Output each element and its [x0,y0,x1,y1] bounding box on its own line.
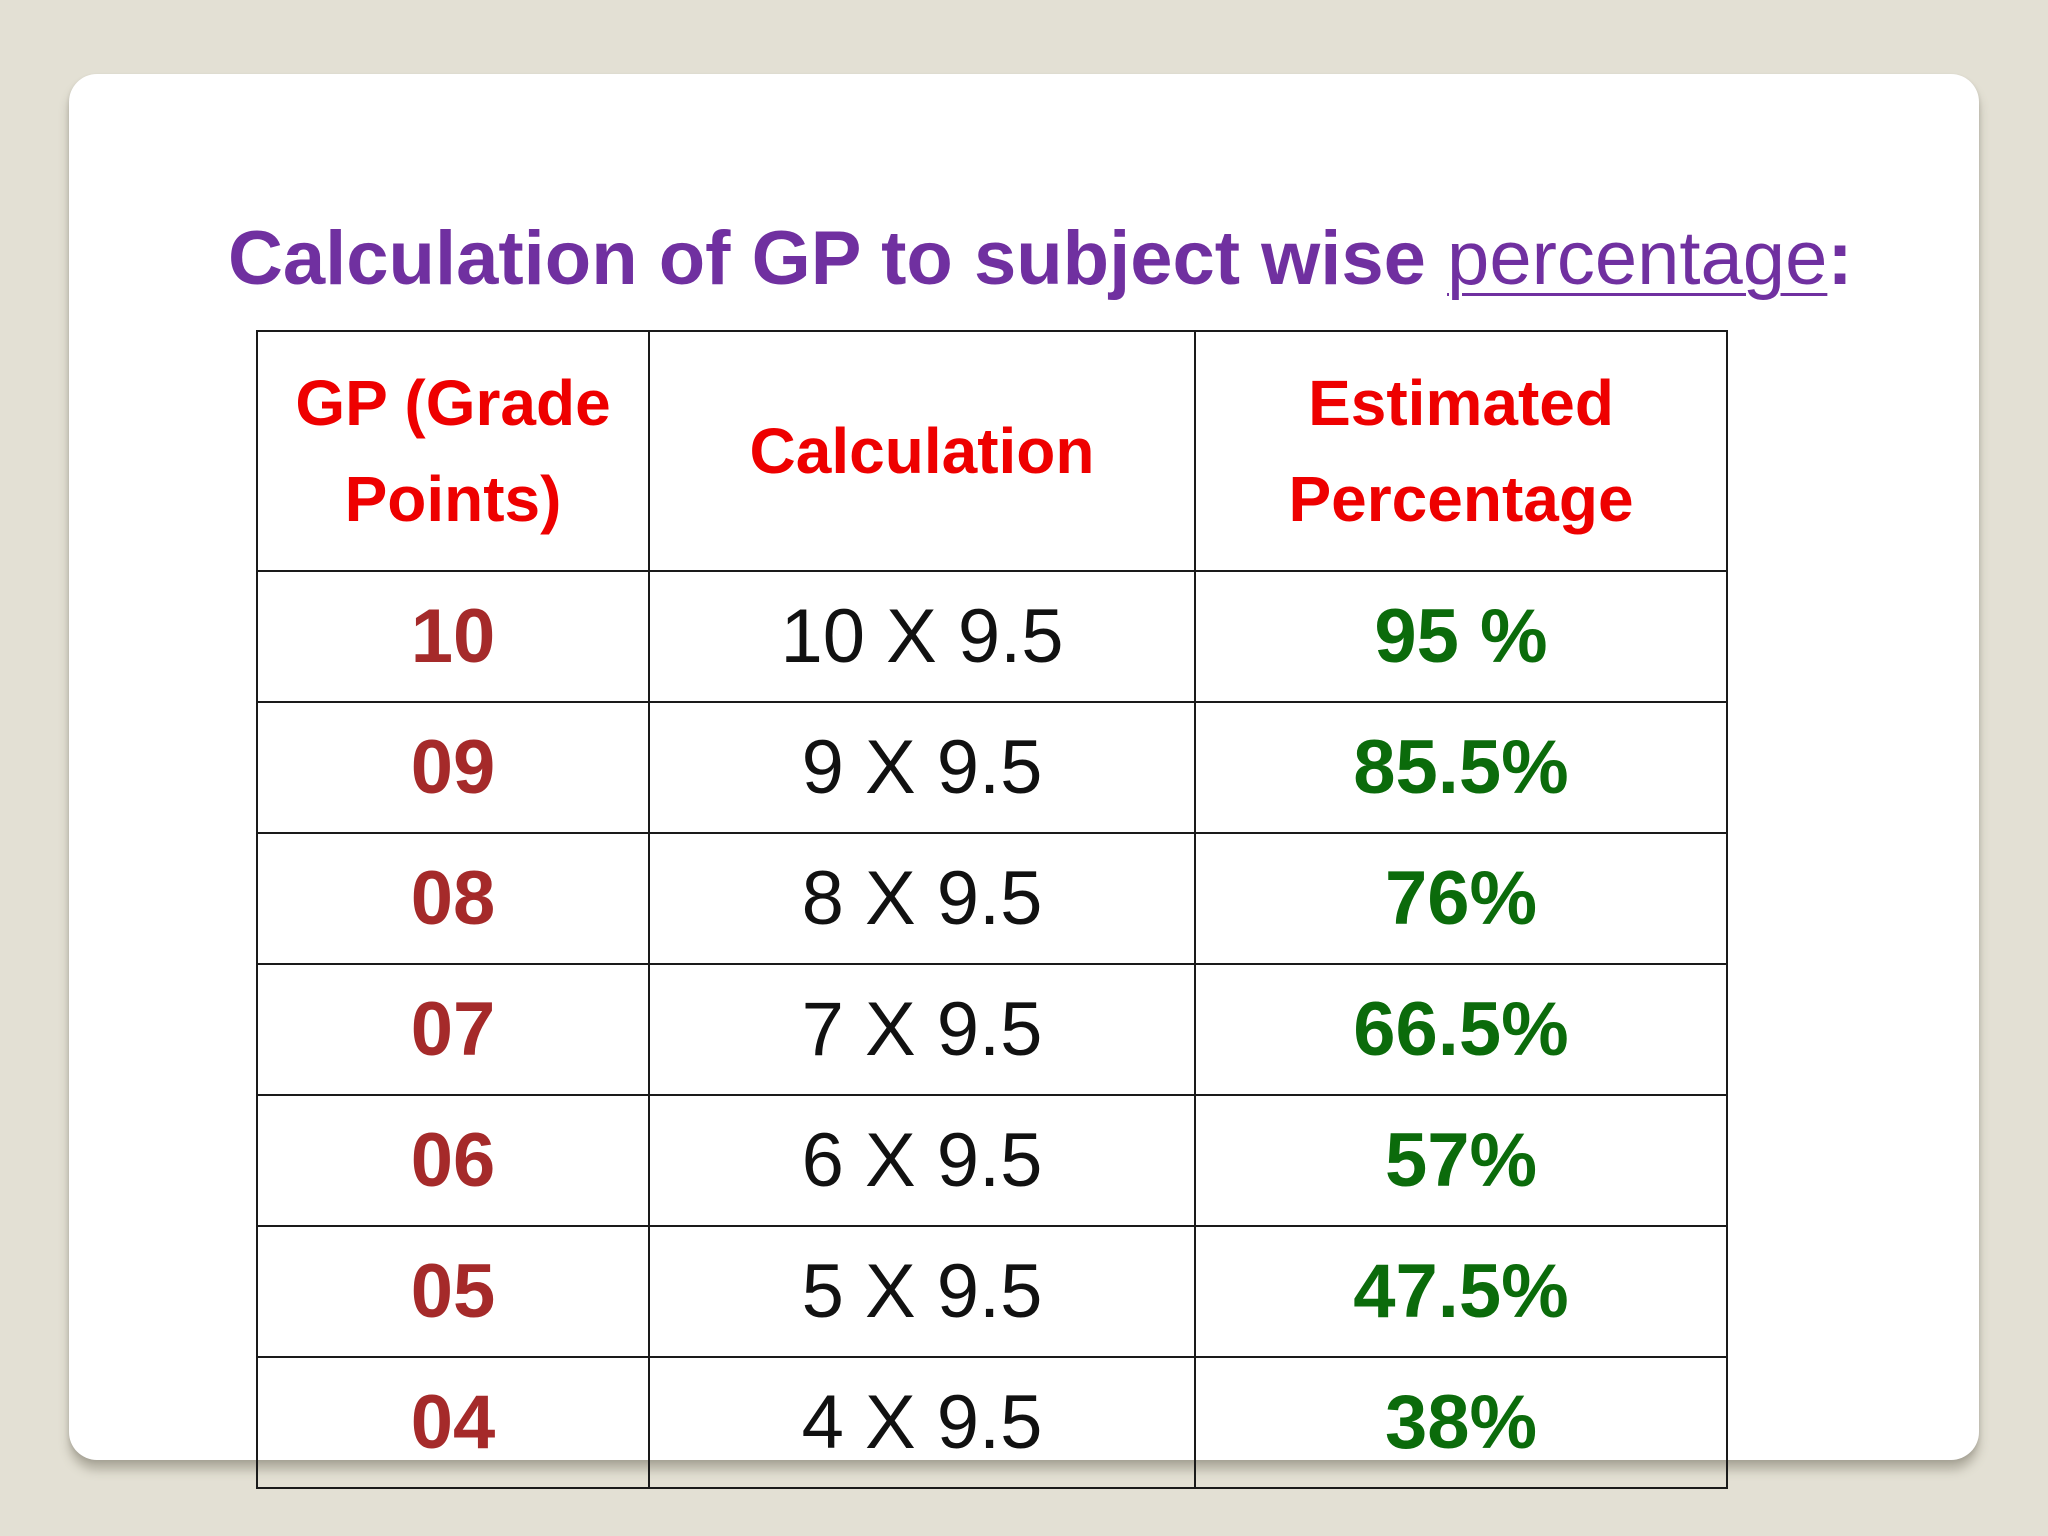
gp-value: 09 [256,701,650,834]
slide-title: Calculation of GP to subject wise percen… [228,214,1853,304]
percentage-value: 76% [1194,832,1728,965]
table-row: 06 6 X 9.5 57% [256,1094,1728,1227]
gp-value: 07 [256,963,650,1096]
calculation-value: 8 X 9.5 [648,832,1196,965]
gp-value: 06 [256,1094,650,1227]
table-row: 08 8 X 9.5 76% [256,832,1728,965]
table-row: 04 4 X 9.5 38% [256,1356,1728,1489]
percentage-value: 95 % [1194,570,1728,703]
title-colon: : [1827,216,1853,301]
title-link-percentage[interactable]: percentage [1447,216,1828,301]
title-text: Calculation of GP to subject wise [228,216,1448,301]
table-row: 07 7 X 9.5 66.5% [256,963,1728,1096]
gp-value: 05 [256,1225,650,1358]
calculation-value: 10 X 9.5 [648,570,1196,703]
table-row: 10 10 X 9.5 95 % [256,570,1728,703]
header-gp: GP (Grade Points) [256,330,650,572]
gp-value: 08 [256,832,650,965]
percentage-value: 85.5% [1194,701,1728,834]
percentage-value: 38% [1194,1356,1728,1489]
header-gp-line2: Points) [344,463,562,535]
table-row: 05 5 X 9.5 47.5% [256,1225,1728,1358]
gp-value: 04 [256,1356,650,1489]
calculation-value: 4 X 9.5 [648,1356,1196,1489]
table-header-row: GP (Grade Points) Calculation Estimated … [256,330,1728,572]
percentage-value: 57% [1194,1094,1728,1227]
slide-card: Calculation of GP to subject wise percen… [69,74,1979,1489]
header-percentage-line2: Percentage [1288,463,1634,535]
calculation-value: 6 X 9.5 [648,1094,1196,1227]
header-percentage-line1: Estimated [1308,367,1614,439]
header-gp-line1: GP (Grade [295,367,611,439]
percentage-value: 47.5% [1194,1225,1728,1358]
gp-percentage-table: GP (Grade Points) Calculation Estimated … [256,330,1728,1489]
header-calculation: Calculation [648,330,1196,572]
header-calculation-label: Calculation [749,415,1095,487]
calculation-value: 9 X 9.5 [648,701,1196,834]
table-row: 09 9 X 9.5 85.5% [256,701,1728,834]
calculation-value: 7 X 9.5 [648,963,1196,1096]
header-estimated-percentage: Estimated Percentage [1194,330,1728,572]
gp-value: 10 [256,570,650,703]
percentage-value: 66.5% [1194,963,1728,1096]
calculation-value: 5 X 9.5 [648,1225,1196,1358]
